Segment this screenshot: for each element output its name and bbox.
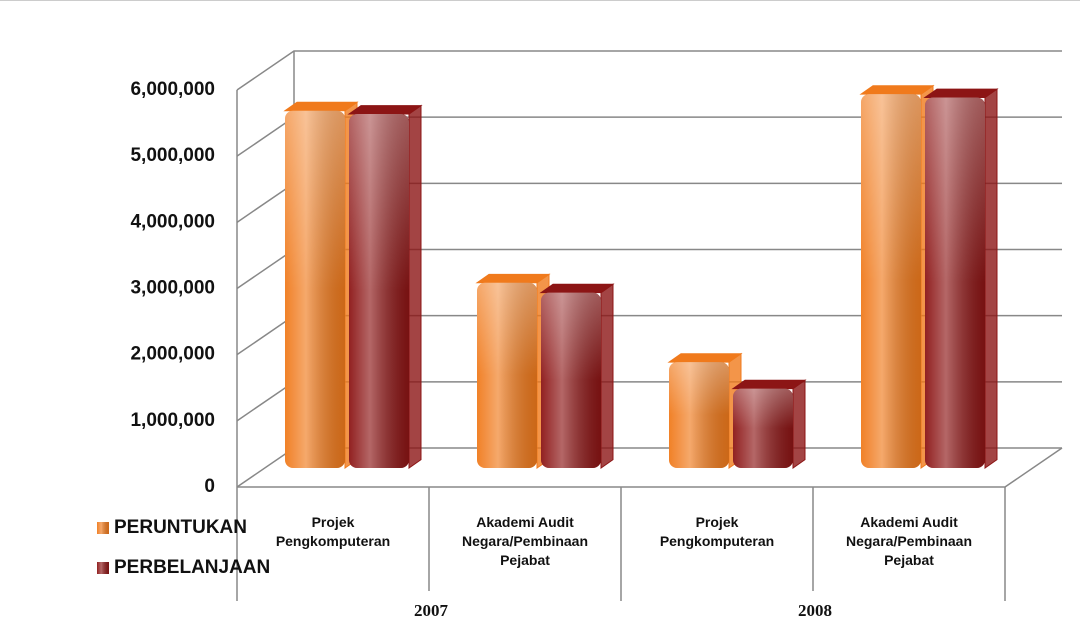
y-tick-label: 3,000,000 <box>130 278 215 299</box>
y-tick-label: 0 <box>204 476 215 497</box>
group-label: 2008 <box>798 601 832 620</box>
bar-top <box>283 101 359 112</box>
bar-top <box>667 353 743 363</box>
legend-swatch-shine <box>97 562 109 574</box>
bar-top <box>731 379 807 390</box>
group-label: 2007 <box>414 601 449 620</box>
bar-shine <box>861 94 921 469</box>
bar-shine <box>477 282 537 468</box>
y-tick-label: 5,000,000 <box>130 145 215 166</box>
bar-shine <box>349 114 409 468</box>
y-tick-label: 1,000,000 <box>130 410 215 431</box>
y-tick-label: 4,000,000 <box>130 211 215 232</box>
bar-shine <box>925 97 985 468</box>
x-tick-label: Akademi Audit Negara/Pembinaan Pejabat <box>461 514 589 568</box>
bar-top <box>923 88 999 98</box>
y-tick-label: 2,000,000 <box>130 344 215 365</box>
y-tick-label: 6,000,000 <box>130 79 215 100</box>
bar-shine <box>541 292 601 468</box>
bar-shine <box>733 388 793 468</box>
bar-top <box>859 85 935 95</box>
bar-side <box>792 379 806 469</box>
bar-shine <box>669 362 729 468</box>
bar-shine <box>285 110 345 468</box>
legend-label: PERBELANJAAN <box>114 557 270 578</box>
x-tick-label: Akademi Audit Negara/Pembinaan Pejabat <box>845 514 973 568</box>
legend-label: PERUNTUKAN <box>114 517 247 538</box>
legend-swatch-shine <box>97 522 109 534</box>
bar-side <box>600 283 614 469</box>
bar-top <box>347 105 423 115</box>
x-tick-label: Projek Pengkomputeran <box>275 514 391 549</box>
bar-side <box>984 88 998 469</box>
bar-side <box>408 104 422 469</box>
bar-top <box>475 273 551 284</box>
x-tick-label: Projek Pengkomputeran <box>659 514 775 549</box>
grid-line <box>236 50 1062 91</box>
bar-top <box>539 283 615 294</box>
